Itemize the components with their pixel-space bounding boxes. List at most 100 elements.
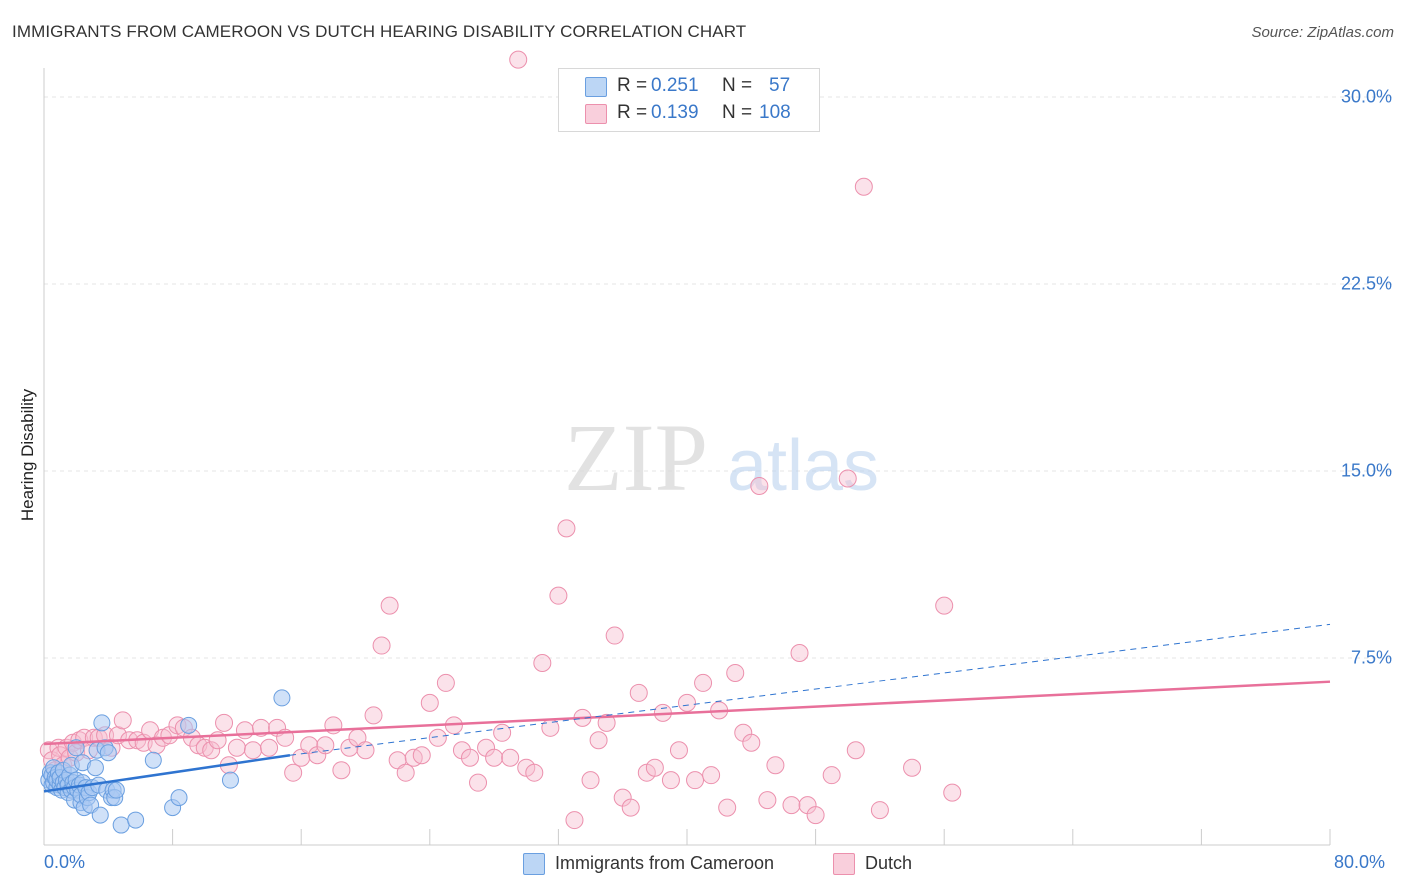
dutch-point [284, 763, 303, 782]
dutch-point [686, 771, 705, 790]
dutch-point [766, 756, 785, 775]
dutch-point [605, 626, 624, 645]
dutch-point [565, 811, 584, 830]
dutch-point [838, 469, 857, 488]
r-value-cameroon: 0.251 [651, 75, 699, 96]
dutch-point [557, 519, 576, 538]
dutch-point [589, 731, 608, 750]
legend: Immigrants from Cameroon Dutch [0, 852, 1406, 878]
dutch-point [903, 758, 922, 777]
cameroon-trend-line [43, 754, 291, 793]
dutch-point [235, 721, 254, 740]
cameroon-point [107, 781, 125, 799]
dutch-point [215, 713, 234, 732]
dutch-point [806, 806, 825, 825]
dutch-point [493, 723, 512, 742]
cameroon-point [170, 789, 188, 807]
dutch-point [316, 736, 335, 755]
dutch-point [202, 741, 221, 760]
legend-label-dutch: Dutch [865, 853, 913, 873]
dutch-point [509, 50, 528, 69]
axes [43, 68, 1331, 846]
dutch-point [935, 596, 954, 615]
dutch-point [436, 673, 455, 692]
dutch-point [428, 728, 447, 747]
dutch-point [525, 763, 544, 782]
y-tick-label: 30.0% [1340, 86, 1392, 107]
gridlines [44, 96, 1392, 659]
trend-lines [43, 623, 1331, 793]
cameroon-trend-line-projected [289, 623, 1331, 756]
dutch-point [822, 766, 841, 785]
dutch-trend-line [43, 680, 1331, 746]
dutch-point [678, 693, 696, 712]
dutch-point [645, 758, 664, 777]
n-label: N = [722, 102, 753, 123]
cameroon-point [144, 751, 162, 769]
dutch-point [702, 766, 721, 785]
dutch-point [629, 683, 648, 702]
dutch-point [726, 663, 745, 682]
dutch-points [39, 50, 962, 830]
dutch-point [356, 741, 375, 760]
cameroon-point [99, 744, 117, 762]
correlation-stats-box: R = 0.251 N = 57 R = 0.139 N = 108 [558, 68, 820, 132]
cameroon-swatch [585, 77, 607, 97]
dutch-point [758, 791, 777, 810]
cameroon-point [273, 689, 291, 707]
dutch-point [485, 748, 504, 767]
dutch-point [581, 771, 600, 790]
dutch-point [260, 738, 279, 757]
cameroon-point [112, 816, 130, 834]
dutch-point [501, 748, 520, 767]
r-value-dutch: 0.139 [651, 102, 699, 123]
x-tick-label-min: 0.0% [44, 852, 86, 872]
dutch-point [742, 733, 761, 752]
legend-label-cameroon: Immigrants from Cameroon [555, 853, 775, 873]
stats-row-dutch: R = 0.139 N = 108 [559, 101, 819, 127]
dutch-point [597, 713, 616, 732]
watermark-zip: ZIP [564, 404, 708, 511]
r-label: R = [617, 75, 648, 96]
cameroon-point [221, 771, 239, 789]
dutch-point [846, 741, 865, 760]
n-value-cameroon: 57 [769, 75, 791, 96]
dutch-point [661, 771, 680, 790]
y-tick-label: 15.0% [1340, 460, 1392, 481]
cameroon-legend-swatch [523, 853, 545, 875]
dutch-swatch [585, 104, 607, 124]
dutch-point [243, 741, 262, 760]
cameroon-point [127, 811, 145, 829]
dutch-point [943, 783, 962, 802]
dutch-point [669, 741, 688, 760]
dutch-point [396, 763, 415, 782]
dutch-point [782, 796, 801, 815]
dutch-point [694, 673, 713, 692]
dutch-point [412, 746, 431, 765]
r-label: R = [617, 102, 648, 123]
dutch-point [718, 798, 737, 817]
dutch-point [372, 636, 391, 655]
dutch-point [460, 748, 479, 767]
cameroon-point [86, 759, 104, 777]
cameroon-point [91, 806, 109, 824]
y-tick-label: 7.5% [1350, 647, 1392, 668]
dutch-point [113, 711, 132, 730]
dutch-point [870, 801, 889, 820]
watermark-atlas: atlas [727, 426, 879, 506]
dutch-point [790, 644, 809, 663]
dutch-point [469, 773, 488, 792]
dutch-point [227, 738, 246, 757]
source-attribution: Source: ZipAtlas.com [1251, 24, 1394, 41]
cameroon-point [93, 714, 111, 732]
dutch-point [332, 761, 351, 780]
dutch-point [621, 798, 640, 817]
y-tick-label: 22.5% [1340, 273, 1392, 294]
dutch-point [750, 476, 769, 495]
dutch-point [533, 653, 552, 672]
x-tick-label-max: 80.0% [1334, 852, 1386, 872]
dutch-point [420, 693, 439, 712]
n-value-dutch: 108 [759, 102, 791, 123]
dutch-point [549, 586, 568, 605]
